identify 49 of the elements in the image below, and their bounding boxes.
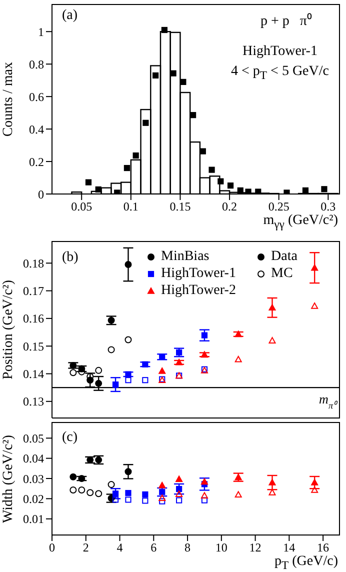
x-tick-label: 8 — [184, 540, 191, 555]
x-tick-label: 14 — [283, 540, 296, 555]
y-tick-label: 0.15 — [23, 339, 44, 354]
ref-line-label: m$_{π⁰}$ — [319, 392, 338, 411]
y-tick-label: 0 — [38, 187, 44, 202]
x-tick-label: 16 — [317, 540, 330, 555]
annotation: HighTower-1 — [242, 44, 318, 60]
y-tick-label: 0.6 — [29, 90, 44, 104]
x-axis-title: m$_{γγ}$ (GeV/c²) — [263, 213, 338, 231]
y-tick-label: 0.18 — [23, 256, 44, 270]
y-tick-label: 0.03 — [23, 472, 44, 486]
x-tick-label: 2 — [82, 540, 89, 555]
x-tick-label: 0.2 — [222, 200, 238, 214]
y-tick-label: 0.02 — [23, 492, 44, 506]
x-tick-label: 0.25 — [268, 200, 290, 214]
annotation: Data — [271, 249, 298, 264]
x-tick-label: 4 — [116, 540, 123, 555]
y-tick-label: 0.2 — [29, 154, 44, 169]
annotation: p + p π⁰ — [260, 12, 312, 30]
y-axis-title: Counts / max — [1, 62, 17, 136]
x-tick-label: 0.1 — [123, 200, 138, 214]
y-tick-label: 0.4 — [29, 122, 44, 136]
x-axis-title: p$_{T}$ (GeV/c) — [274, 554, 338, 572]
y-axis-title: Position (GeV/c²) — [1, 280, 17, 380]
y-tick-label: 0.04 — [23, 452, 44, 466]
annotation: 4 < p$_{T}$ < 5 GeV/c — [231, 64, 329, 82]
y-tick-label: 0.17 — [23, 284, 44, 298]
annotation: (b) — [62, 250, 78, 266]
y-tick-label: 0.01 — [23, 512, 44, 526]
y-tick-label: 0.13 — [23, 394, 44, 409]
x-tick-label: 0.3 — [320, 200, 336, 214]
legend-label: HighTower-1 — [161, 266, 236, 281]
y-tick-label: 0.05 — [23, 431, 44, 446]
x-tick-label: 10 — [215, 540, 228, 555]
annotation: (a) — [62, 8, 78, 24]
legend-label: HighTower-2 — [161, 283, 236, 298]
legend-label: MC — [271, 266, 293, 281]
x-tick-label: 12 — [249, 540, 262, 555]
x-tick-label: 0 — [49, 540, 55, 555]
y-tick-label: 0.8 — [29, 57, 44, 72]
y-tick-label: 1 — [38, 24, 44, 39]
legend-label: MinBias — [161, 249, 210, 264]
y-tick-label: 0.14 — [23, 367, 44, 382]
y-axis-title: Width (GeV/c²) — [1, 434, 17, 522]
annotation: (c) — [62, 430, 78, 446]
x-tick-label: 0.05 — [71, 200, 92, 214]
y-tick-label: 0.16 — [23, 312, 44, 326]
x-tick-label: 6 — [150, 540, 157, 555]
x-tick-label: 0.15 — [170, 200, 191, 214]
